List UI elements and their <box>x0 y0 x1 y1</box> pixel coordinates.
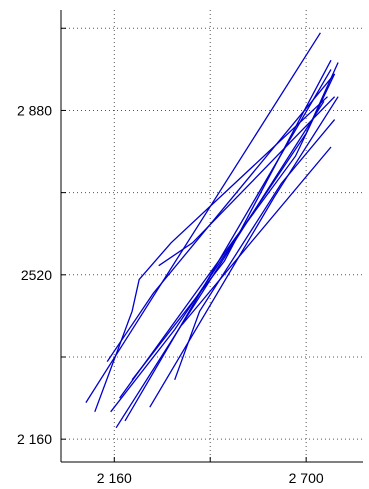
y-tick-label: 2 160 <box>17 431 52 447</box>
series-line-1 <box>85 32 321 403</box>
y-tick-label: 2520 <box>21 267 52 283</box>
series-line-12 <box>174 119 336 381</box>
series-line-11 <box>158 96 336 267</box>
x-tick-label: 2 700 <box>289 470 324 486</box>
series-line-6 <box>119 73 336 399</box>
x-tick-label: 2 160 <box>97 470 132 486</box>
series-line-5 <box>115 100 325 429</box>
series-line-10 <box>181 146 332 326</box>
series-line-7 <box>124 69 332 422</box>
series-layer <box>85 32 339 429</box>
series-line-9 <box>149 96 339 408</box>
y-tick-label: 2 880 <box>17 102 52 118</box>
grid <box>61 10 363 462</box>
series-line-3 <box>106 73 336 362</box>
series-line-2 <box>94 96 328 413</box>
axes <box>60 10 363 463</box>
series-line-8 <box>131 59 332 381</box>
tick-labels: 2 160 2 700 2 160 2520 2 880 <box>17 102 324 486</box>
